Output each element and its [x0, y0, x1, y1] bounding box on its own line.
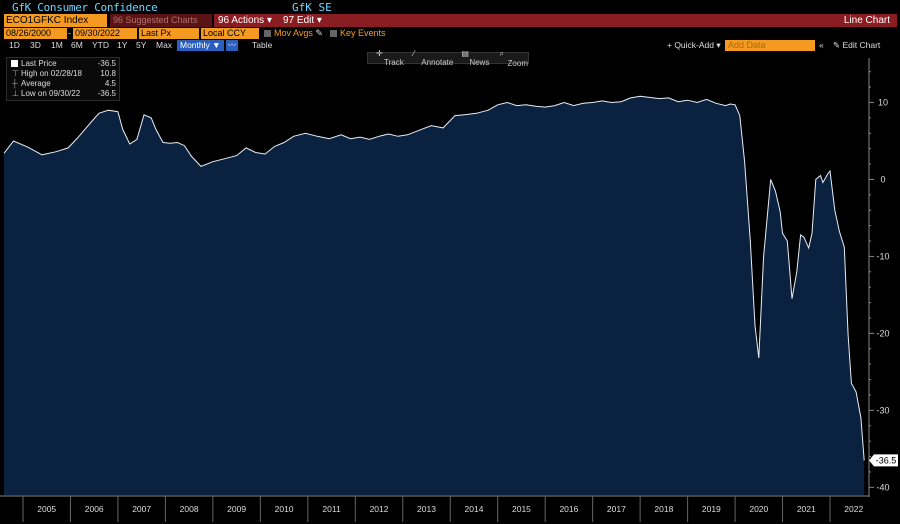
collapse-icon[interactable]: « — [819, 40, 824, 50]
mov-avgs-toggle[interactable]: Mov Avgs ✎ — [264, 28, 323, 39]
quick-add-button[interactable]: + Quick-Add ▾ — [667, 40, 721, 50]
x-tick-label: 2013 — [417, 504, 436, 514]
edit-chart-button[interactable]: ✎ Edit Chart — [833, 40, 881, 50]
key-events-toggle[interactable]: Key Events — [330, 28, 386, 39]
edit-menu[interactable]: 97 Edit ▾ — [283, 15, 322, 26]
x-tick-label: 2017 — [607, 504, 626, 514]
chart-toolstrip: ✛ Track ⁄ Annotate ▤ News ⌕ Zoom — [367, 49, 529, 68]
suggested-charts-button[interactable]: 96 Suggested Charts — [110, 14, 212, 27]
track-label: Track — [384, 58, 404, 67]
period-1m[interactable]: 1M — [51, 40, 63, 50]
table-button[interactable]: Table — [252, 40, 273, 50]
y-tick-label: -40 — [876, 482, 889, 492]
x-tick-label: 2012 — [370, 504, 389, 514]
add-data-input[interactable]: Add Data — [725, 40, 815, 51]
chart-area[interactable]: 10 0 -10 -20 -30 -40 -36.5 2005 2006 2007 2008 200… — [0, 52, 900, 522]
x-tick-label: 2009 — [227, 504, 246, 514]
x-tick-label: 2022 — [844, 504, 863, 514]
zoom-tool[interactable]: ⌕ Zoom — [499, 48, 528, 68]
average-marker-icon: ┼ — [12, 79, 18, 88]
period-5y[interactable]: 5Y — [136, 40, 147, 50]
x-tick-label: 2010 — [275, 504, 294, 514]
actions-menu[interactable]: 96 Actions ▾ — [218, 15, 272, 26]
period-max[interactable]: Max — [156, 40, 173, 50]
period-1y[interactable]: 1Y — [117, 40, 128, 50]
end-date-field[interactable]: 09/30/2022 — [73, 28, 137, 39]
y-tick-label: -10 — [876, 251, 889, 261]
annotate-label: Annotate — [421, 58, 454, 67]
legend-low-label: Low on 09/30/22 — [21, 89, 81, 98]
zoom-label: Zoom — [507, 58, 528, 68]
legend-high-label: High on 02/28/18 — [21, 69, 82, 78]
date-separator: - — [68, 28, 71, 38]
y-axis: 10 0 -10 -20 -30 -40 -36.5 — [868, 58, 898, 497]
legend-high: ⊤ High on 02/28/18 10.8 — [11, 69, 119, 78]
y-tick-label: 10 — [878, 97, 888, 107]
chart-title: GfK Consumer Confidence — [12, 0, 158, 14]
low-marker-icon: ⊥ — [12, 89, 19, 98]
x-tick-label: 2015 — [512, 504, 531, 514]
news-tool[interactable]: ▤ News — [461, 49, 490, 67]
key-events-label: Key Events — [340, 28, 386, 38]
pencil-icon: ✎ — [315, 28, 323, 38]
x-tick-label: 2011 — [322, 504, 341, 514]
line-chart-icon[interactable]: 〰 — [226, 40, 238, 51]
legend-last-value: -36.5 — [97, 59, 116, 68]
series-area — [4, 96, 865, 496]
legend-low: ⊥ Low on 09/30/22 -36.5 — [11, 89, 119, 98]
x-tick-label: 2008 — [180, 504, 199, 514]
command-bar: ECO1GFKC Index 96 Suggested Charts 96 Ac… — [0, 14, 900, 28]
x-tick-label: 2020 — [749, 504, 768, 514]
plot-area — [3, 95, 865, 496]
period-6m[interactable]: 6M — [71, 40, 83, 50]
params-bar: 08/26/2000 - 09/30/2022 Last Px Local CC… — [0, 28, 900, 40]
chart-type-label[interactable]: Line Chart — [843, 15, 890, 26]
x-axis: 2005 2006 2007 2008 2009 2010 2011 2012 2013 2014… — [0, 495, 869, 522]
legend-high-value: 10.8 — [100, 69, 116, 78]
source-label: GfK SE — [292, 0, 332, 14]
action-bar — [214, 14, 897, 27]
series-line — [3, 95, 865, 461]
line-chart[interactable]: 100-10-20-30-40-36.5 2005 2006 2007 2008 200… — [0, 52, 900, 522]
legend-average: ┼ Average 4.5 — [11, 79, 119, 88]
legend-low-value: -36.5 — [97, 89, 116, 98]
x-tick-label: 2005 — [37, 504, 56, 514]
news-label: News — [469, 58, 490, 67]
legend-panel: Last Price -36.5 ⊤ High on 02/28/18 10.8… — [6, 57, 120, 101]
period-1d[interactable]: 1D — [9, 40, 20, 50]
checkbox-icon — [330, 30, 337, 37]
frequency-selector[interactable]: Monthly ▼ — [177, 40, 224, 51]
legend-average-label: Average — [21, 79, 51, 88]
field-selector[interactable]: Last Px — [139, 28, 199, 39]
title-bar: GfK Consumer Confidence GfK SE — [0, 0, 900, 14]
mov-avgs-label: Mov Avgs — [274, 28, 313, 38]
legend-last-label: Last Price — [21, 59, 57, 68]
start-date-field[interactable]: 08/26/2000 — [4, 28, 67, 39]
period-bar: 1D 3D 1M 6M YTD 1Y 5Y Max Monthly ▼ 〰 Ta… — [0, 40, 900, 52]
high-marker-icon: ⊤ — [12, 69, 19, 78]
y-tick-label: -20 — [876, 328, 889, 338]
legend-average-value: 4.5 — [104, 79, 116, 88]
legend-last-price[interactable]: Last Price -36.5 — [11, 59, 119, 68]
y-tick-label: 0 — [880, 174, 885, 184]
currency-selector[interactable]: Local CCY — [201, 28, 259, 39]
checkbox-icon — [264, 30, 271, 37]
ticker-field[interactable]: ECO1GFKC Index — [4, 14, 107, 27]
x-tick-label: 2021 — [797, 504, 816, 514]
x-tick-label: 2016 — [559, 504, 578, 514]
x-tick-label: 2014 — [465, 504, 484, 514]
x-tick-label: 2018 — [654, 504, 673, 514]
x-tick-label: 2007 — [132, 504, 151, 514]
x-tick-label: 2006 — [85, 504, 104, 514]
last-value-label: -36.5 — [876, 455, 897, 465]
track-tool[interactable]: ✛ Track — [376, 49, 404, 67]
x-tick-label: 2019 — [702, 504, 721, 514]
period-ytd[interactable]: YTD — [92, 40, 109, 50]
last-value-tag: -36.5 — [869, 454, 898, 467]
series-swatch — [11, 60, 18, 67]
annotate-tool[interactable]: ⁄ Annotate — [413, 49, 454, 67]
period-3d[interactable]: 3D — [30, 40, 41, 50]
y-tick-label: -30 — [876, 405, 889, 415]
